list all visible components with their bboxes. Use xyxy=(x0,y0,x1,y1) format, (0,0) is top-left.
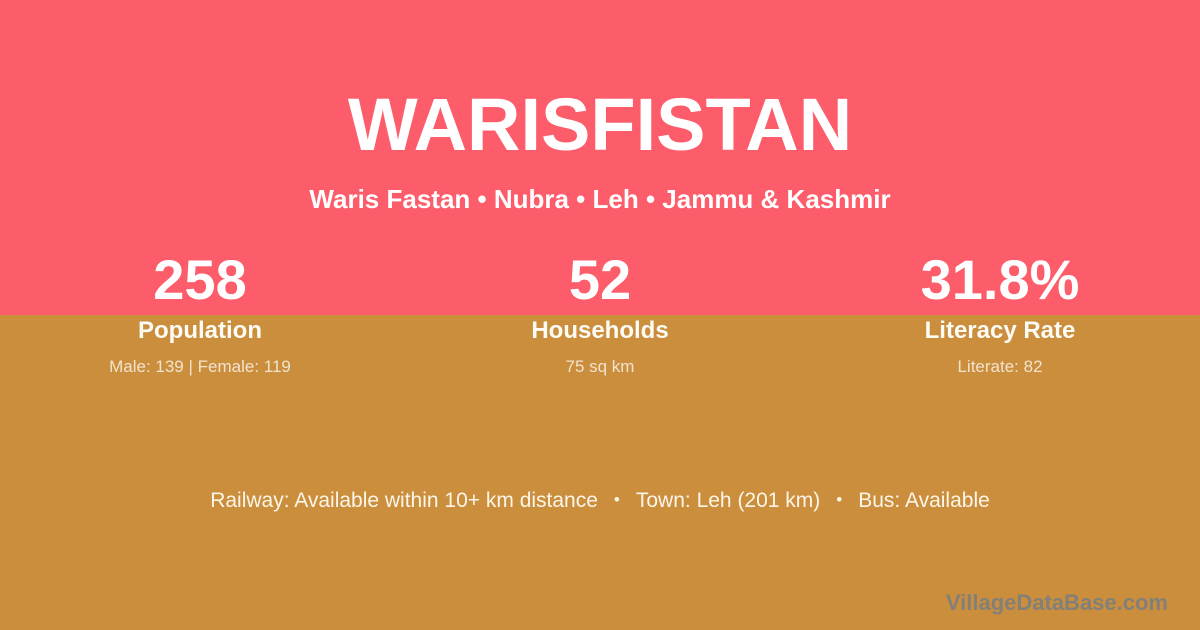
literacy-label: Literacy Rate xyxy=(924,317,1076,344)
bullet-separator: • xyxy=(613,490,620,509)
households-value: 52 xyxy=(568,248,632,311)
population-value: 258 xyxy=(153,248,247,311)
population-detail: Male: 139 | Female: 119 xyxy=(109,357,291,376)
literacy-detail: Literate: 82 xyxy=(957,357,1043,376)
bus-status: Bus: Available xyxy=(858,489,990,512)
literacy-value: 31.8% xyxy=(920,248,1080,311)
page-title: WARISFISTAN xyxy=(347,83,853,166)
town-distance: Town: Leh (201 km) xyxy=(635,489,821,512)
households-label: Households xyxy=(531,317,669,344)
header-background-band xyxy=(0,0,1200,315)
stat-card-literacy: 31.8% Literacy Rate Literate: 82 xyxy=(800,248,1200,377)
households-detail: 75 sq km xyxy=(565,357,635,376)
railway-status: Railway: Available within 10+ km distanc… xyxy=(210,489,598,512)
stat-card-population: 258 Population Male: 139 | Female: 119 xyxy=(0,248,400,377)
population-label: Population xyxy=(138,317,262,344)
stat-card-households: 52 Households 75 sq km xyxy=(400,248,800,377)
stats-row: 258 Population Male: 139 | Female: 119 5… xyxy=(0,248,1200,377)
location-breadcrumb: Waris Fastan • Nubra • Leh • Jammu & Kas… xyxy=(309,184,891,214)
watermark: VillageDataBase.com xyxy=(945,590,1168,615)
transport-info: Railway: Available within 10+ km distanc… xyxy=(0,487,1200,514)
bullet-separator: • xyxy=(836,490,843,509)
body-background-band xyxy=(0,315,1200,630)
